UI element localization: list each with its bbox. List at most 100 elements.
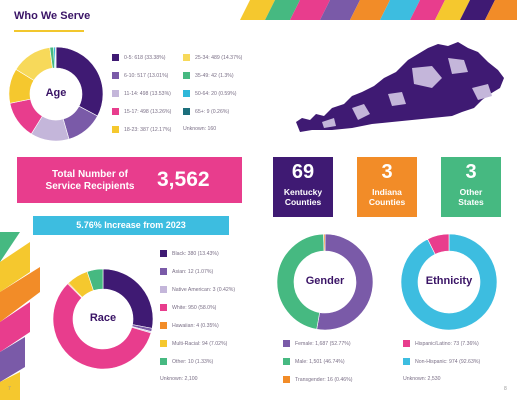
race-legend-item: Black: 380 (13.43%) bbox=[160, 250, 219, 257]
age-legend-text: Unknown: 160 bbox=[183, 126, 217, 132]
ethnicity-chart-label: Ethnicity bbox=[425, 275, 473, 287]
age-legend-swatch bbox=[183, 108, 190, 115]
ethnicity-legend-item: Unknown: 2,530 bbox=[403, 376, 441, 382]
age-legend-text: 18-23: 387 (12.17%) bbox=[124, 126, 172, 133]
ethnicity-legend-text: Hispanic/Latino: 73 (7.36%) bbox=[415, 340, 479, 347]
gender-legend-text: Female: 1,687 (52.77%) bbox=[295, 340, 351, 347]
age-legend-swatch bbox=[183, 54, 190, 61]
age-chart-label: Age bbox=[45, 87, 67, 99]
ethnicity-donut-chart bbox=[400, 233, 498, 331]
right-page-number: 8 bbox=[504, 386, 507, 392]
age-legend-item: 6-10: 517 (13.01%) bbox=[112, 72, 168, 79]
left-page-number: 7 bbox=[8, 386, 11, 392]
age-legend-item: 50-64: 20 (0.59%) bbox=[183, 90, 237, 97]
race-legend-item: Multi-Racial: 94 (7.02%) bbox=[160, 340, 227, 347]
indiana-counties-label: Indiana Counties bbox=[368, 187, 406, 207]
age-slice-0 bbox=[55, 46, 104, 117]
age-legend-text: 50-64: 20 (0.59%) bbox=[195, 90, 237, 97]
age-legend-text: 35-49: 42 (1.3%) bbox=[195, 72, 234, 79]
ethnicity-slice-0 bbox=[400, 233, 498, 331]
race-legend-item: Asian: 12 (1.07%) bbox=[160, 268, 213, 275]
age-legend-item: 18-23: 387 (12.17%) bbox=[112, 126, 171, 133]
decorative-stripes-top bbox=[240, 0, 517, 20]
kentucky-map bbox=[296, 42, 504, 132]
gender-slice-2 bbox=[323, 233, 326, 252]
age-slice-8 bbox=[54, 46, 57, 69]
gender-slice-0 bbox=[316, 233, 374, 331]
gender-legend-item: Male: 1,501 (46.74%) bbox=[283, 358, 345, 365]
total-recipients-card: Total Number of Service Recipients 3,562 bbox=[17, 157, 242, 203]
total-recipients-label: Total Number of Service Recipients bbox=[45, 169, 135, 192]
gender-legend-text: Transgender: 16 (0.46%) bbox=[295, 376, 353, 383]
race-legend-text: Native American: 3 (0.42%) bbox=[172, 286, 236, 293]
gender-legend-text: Male: 1,501 (46.74%) bbox=[295, 358, 345, 365]
age-legend-swatch bbox=[183, 90, 190, 97]
age-legend-text: 6-10: 517 (13.01%) bbox=[124, 72, 169, 79]
other-states-number: 3 bbox=[465, 161, 477, 183]
race-legend-text: Other: 10 (1.33%) bbox=[172, 358, 214, 365]
race-donut-chart bbox=[52, 268, 154, 370]
gender-legend-swatch bbox=[283, 376, 290, 383]
total-recipients-value: 3,562 bbox=[157, 168, 210, 191]
indiana-counties-card: 3 Indiana Counties bbox=[357, 157, 417, 217]
title-rule bbox=[14, 30, 84, 32]
race-legend-text: Unknown: 2,100 bbox=[160, 376, 198, 382]
race-legend-swatch bbox=[160, 250, 167, 257]
race-legend-item: Unknown: 2,100 bbox=[160, 376, 198, 382]
kentucky-counties-shape bbox=[296, 42, 504, 132]
age-legend-text: 0-5: 618 (33.38%) bbox=[124, 54, 166, 61]
race-legend-swatch bbox=[160, 304, 167, 311]
age-donut-chart bbox=[8, 46, 104, 142]
decorative-stripes-left bbox=[0, 232, 40, 400]
age-legend-item: 65+: 9 (0.26%) bbox=[183, 108, 229, 115]
ethnicity-legend-item: Non-Hispanic: 974 (92.63%) bbox=[403, 358, 480, 365]
age-legend-swatch bbox=[112, 72, 119, 79]
race-legend-item: Native American: 3 (0.42%) bbox=[160, 286, 235, 293]
age-legend-text: 25-34: 489 (14.37%) bbox=[195, 54, 243, 61]
age-legend-text: 11-14: 498 (13.53%) bbox=[124, 90, 171, 97]
age-legend-swatch bbox=[112, 108, 119, 115]
age-legend-swatch bbox=[112, 54, 119, 61]
race-legend-text: White: 950 (58.0%) bbox=[172, 304, 217, 311]
age-legend-item: 0-5: 618 (33.38%) bbox=[112, 54, 166, 61]
race-slice-3 bbox=[52, 283, 152, 370]
age-legend-item: 35-49: 42 (1.3%) bbox=[183, 72, 234, 79]
kentucky-counties-card: 69 Kentucky Counties bbox=[273, 157, 333, 217]
race-legend-text: Black: 380 (13.43%) bbox=[172, 250, 219, 257]
other-states-card: 3 Other States bbox=[441, 157, 501, 217]
kentucky-counties-number: 69 bbox=[291, 161, 315, 183]
race-legend-item: White: 950 (58.0%) bbox=[160, 304, 216, 311]
race-legend-swatch bbox=[160, 322, 167, 329]
age-legend-item: 15-17: 498 (13.26%) bbox=[112, 108, 171, 115]
age-legend-item: 25-34: 489 (14.37%) bbox=[183, 54, 242, 61]
age-legend-item: Unknown: 160 bbox=[183, 126, 216, 132]
race-chart-label: Race bbox=[89, 312, 117, 324]
ethnicity-legend-text: Unknown: 2,530 bbox=[403, 376, 441, 382]
gender-legend-item: Female: 1,687 (52.77%) bbox=[283, 340, 351, 347]
race-legend-text: Hawaiian: 4 (0.35%) bbox=[172, 322, 219, 329]
gender-chart-label: Gender bbox=[305, 275, 345, 287]
indiana-counties-number: 3 bbox=[381, 161, 393, 183]
gender-legend-item: Transgender: 16 (0.46%) bbox=[283, 376, 352, 383]
race-legend-item: Other: 10 (1.33%) bbox=[160, 358, 213, 365]
ethnicity-legend-item: Hispanic/Latino: 73 (7.36%) bbox=[403, 340, 479, 347]
gender-donut-chart bbox=[276, 233, 374, 331]
age-legend-swatch bbox=[112, 126, 119, 133]
ethnicity-legend-swatch bbox=[403, 358, 410, 365]
kentucky-counties-label: Kentucky Counties bbox=[283, 187, 323, 207]
race-legend-item: Hawaiian: 4 (0.35%) bbox=[160, 322, 219, 329]
age-legend-text: 15-17: 498 (13.26%) bbox=[124, 108, 172, 115]
gender-slice-1 bbox=[276, 233, 325, 330]
other-states-label: Other States bbox=[458, 187, 484, 207]
gender-legend-swatch bbox=[283, 358, 290, 365]
page-title: Who We Serve bbox=[14, 10, 91, 22]
race-slice-6 bbox=[86, 268, 104, 291]
race-legend-swatch bbox=[160, 340, 167, 347]
ethnicity-slice-1 bbox=[427, 233, 450, 255]
race-legend-swatch bbox=[160, 358, 167, 365]
increase-banner: 5.76% Increase from 2023 bbox=[33, 216, 229, 235]
race-legend-swatch bbox=[160, 286, 167, 293]
race-legend-text: Multi-Racial: 94 (7.02%) bbox=[172, 340, 228, 347]
race-legend-swatch bbox=[160, 268, 167, 275]
